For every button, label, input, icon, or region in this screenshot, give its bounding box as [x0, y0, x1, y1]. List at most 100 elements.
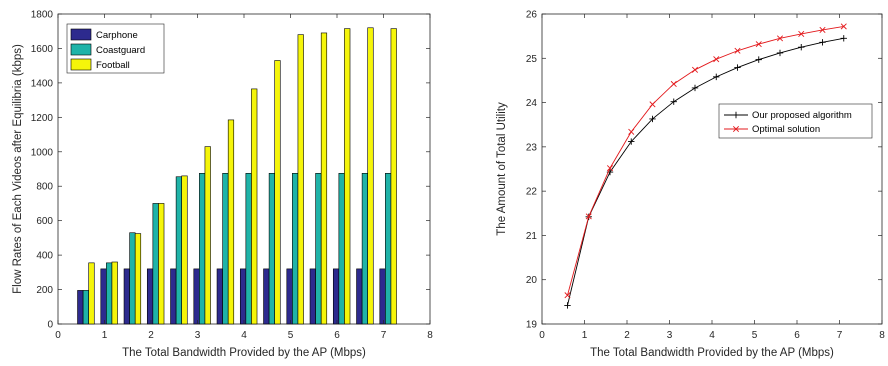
bar-coastguard-4 [175, 176, 182, 325]
bar-coastguard-6 [222, 173, 229, 325]
line-chart-y-tick-label: 26 [526, 10, 538, 21]
line-chart-x-tick-label: 3 [667, 330, 673, 341]
point-proposed-13 [840, 35, 847, 42]
line-chart-x-tick-label: 7 [837, 330, 843, 341]
point-proposed-12 [819, 39, 826, 46]
point-optimal-12 [819, 26, 826, 33]
bar-coastguard-1 [106, 262, 113, 325]
bar-football-11 [344, 28, 351, 325]
bar-carphone-7 [239, 268, 247, 325]
legend-marker-optimal [724, 125, 748, 133]
point-optimal-3 [628, 128, 635, 135]
bar-coastguard-12 [361, 173, 368, 325]
legend-swatch-football [70, 58, 92, 71]
point-proposed-4 [649, 115, 656, 123]
bar-chart-y-tick-label: 200 [36, 285, 53, 296]
point-proposed-8 [734, 64, 741, 71]
line-chart-y-tick-label: 20 [526, 275, 538, 286]
bar-football-3 [158, 203, 165, 325]
bar-chart-y-tick-label: 1600 [31, 44, 54, 55]
line-chart-x-tick-label: 5 [752, 330, 758, 341]
point-optimal-9 [755, 41, 762, 48]
bar-chart-x-tick-label: 7 [381, 330, 387, 341]
bar-coastguard-10 [315, 173, 322, 325]
bar-football-7 [251, 88, 258, 325]
bar-chart-y-tick-label: 0 [47, 320, 53, 331]
legend-label-coastguard: Coastguard [96, 45, 145, 56]
bar-chart-y-axis-label: Flow Rates of Each Videos after Equilibr… [12, 44, 24, 294]
legend-label-optimal: Optimal solution [752, 124, 820, 135]
bar-coastguard-5 [199, 173, 206, 325]
point-proposed-5 [670, 98, 677, 105]
bar-chart-x-tick-label: 4 [241, 330, 247, 341]
legend-marker-proposed [724, 111, 748, 119]
line-chart-series [564, 23, 847, 309]
point-optimal-10 [776, 35, 784, 42]
bar-chart-x-tick-label: 5 [288, 330, 294, 341]
bar-coastguard-9 [292, 173, 299, 325]
bar-chart-y-tick-label: 800 [36, 182, 53, 193]
bar-coastguard-0 [82, 290, 89, 325]
bar-chart-y-tick-label: 1800 [31, 10, 54, 21]
point-optimal-13 [840, 23, 847, 30]
bar-carphone-12 [356, 268, 363, 325]
line-chart-y-tick-label: 25 [526, 54, 538, 65]
series-line-proposed [567, 37, 844, 306]
bar-chart-x-tick-label: 1 [102, 330, 108, 341]
point-proposed-6 [691, 84, 699, 92]
legend-label-football: Football [96, 60, 130, 71]
bar-coastguard-3 [152, 203, 159, 325]
line-chart-y-ticks: 19 20 21 22 23 24 25 26 [526, 10, 882, 331]
line-chart-x-tick-label: 0 [539, 330, 545, 341]
bar-carphone-5 [193, 268, 200, 325]
point-optimal-4 [649, 101, 656, 108]
line-chart-x-tick-label: 8 [879, 330, 885, 341]
bar-chart-y-tick-label: 1000 [31, 147, 54, 158]
bar-chart-x-tick-label: 3 [195, 330, 201, 341]
bar-chart-y-tick-label: 400 [36, 251, 53, 262]
bar-chart-x-ticks: 0 1 2 3 4 5 6 7 8 [55, 14, 433, 341]
line-chart-y-tick-label: 22 [526, 187, 538, 198]
point-optimal-2 [606, 165, 614, 172]
line-chart-x-axis-label: The Total Bandwidth Provided by the AP (… [590, 347, 834, 359]
bar-football-5 [204, 146, 211, 325]
bar-coastguard-7 [245, 173, 252, 325]
point-optimal-1 [585, 213, 592, 220]
legend-label-proposed: Our proposed algorithm [752, 110, 852, 121]
bar-football-13 [390, 28, 397, 325]
bar-football-6 [227, 119, 235, 325]
series-line-optimal [567, 25, 844, 296]
bar-chart-panel: 0 1 2 3 4 5 6 7 8 0 200 400 600 800 1000 1200 1400 1600 1… [12, 10, 433, 360]
legend-swatch-carphone [70, 28, 92, 41]
line-chart-y-axis-label: The Amount of Total Utility [496, 102, 508, 236]
point-optimal-8 [734, 47, 741, 54]
point-proposed-3 [628, 138, 635, 145]
bar-football-12 [367, 27, 374, 325]
bar-chart-bars [77, 27, 397, 325]
line-chart-y-tick-label: 19 [526, 320, 538, 331]
bar-chart-x-axis-label: The Total Bandwidth Provided by the AP (… [122, 347, 366, 359]
point-proposed-9 [755, 56, 762, 63]
line-chart-x-ticks: 0 1 2 3 4 5 6 7 8 [539, 14, 885, 341]
bar-carphone-6 [216, 268, 223, 325]
line-chart-y-tick-label: 21 [526, 231, 538, 242]
legend-label-carphone: Carphone [96, 30, 138, 41]
bar-coastguard-2 [129, 232, 136, 325]
bar-chart-y-ticks: 0 200 400 600 800 1000 1200 1400 1600 1800 [31, 10, 430, 331]
point-optimal-0 [564, 292, 571, 299]
bar-carphone-3 [146, 268, 154, 325]
bar-football-10 [320, 32, 328, 325]
bar-football-1 [111, 261, 118, 325]
line-chart-legend-box [718, 103, 873, 139]
bar-carphone-10 [309, 268, 316, 325]
bar-chart-x-tick-label: 0 [55, 330, 61, 341]
line-chart-x-tick-label: 4 [709, 330, 715, 341]
bar-chart-y-tick-label: 600 [36, 216, 53, 227]
point-optimal-6 [691, 66, 699, 73]
legend-swatch-coastguard [70, 43, 92, 56]
bar-chart-legend: Carphone Coastguard Football [66, 23, 165, 74]
bar-carphone-0 [77, 290, 84, 325]
bar-chart-y-tick-label: 1400 [31, 78, 54, 89]
